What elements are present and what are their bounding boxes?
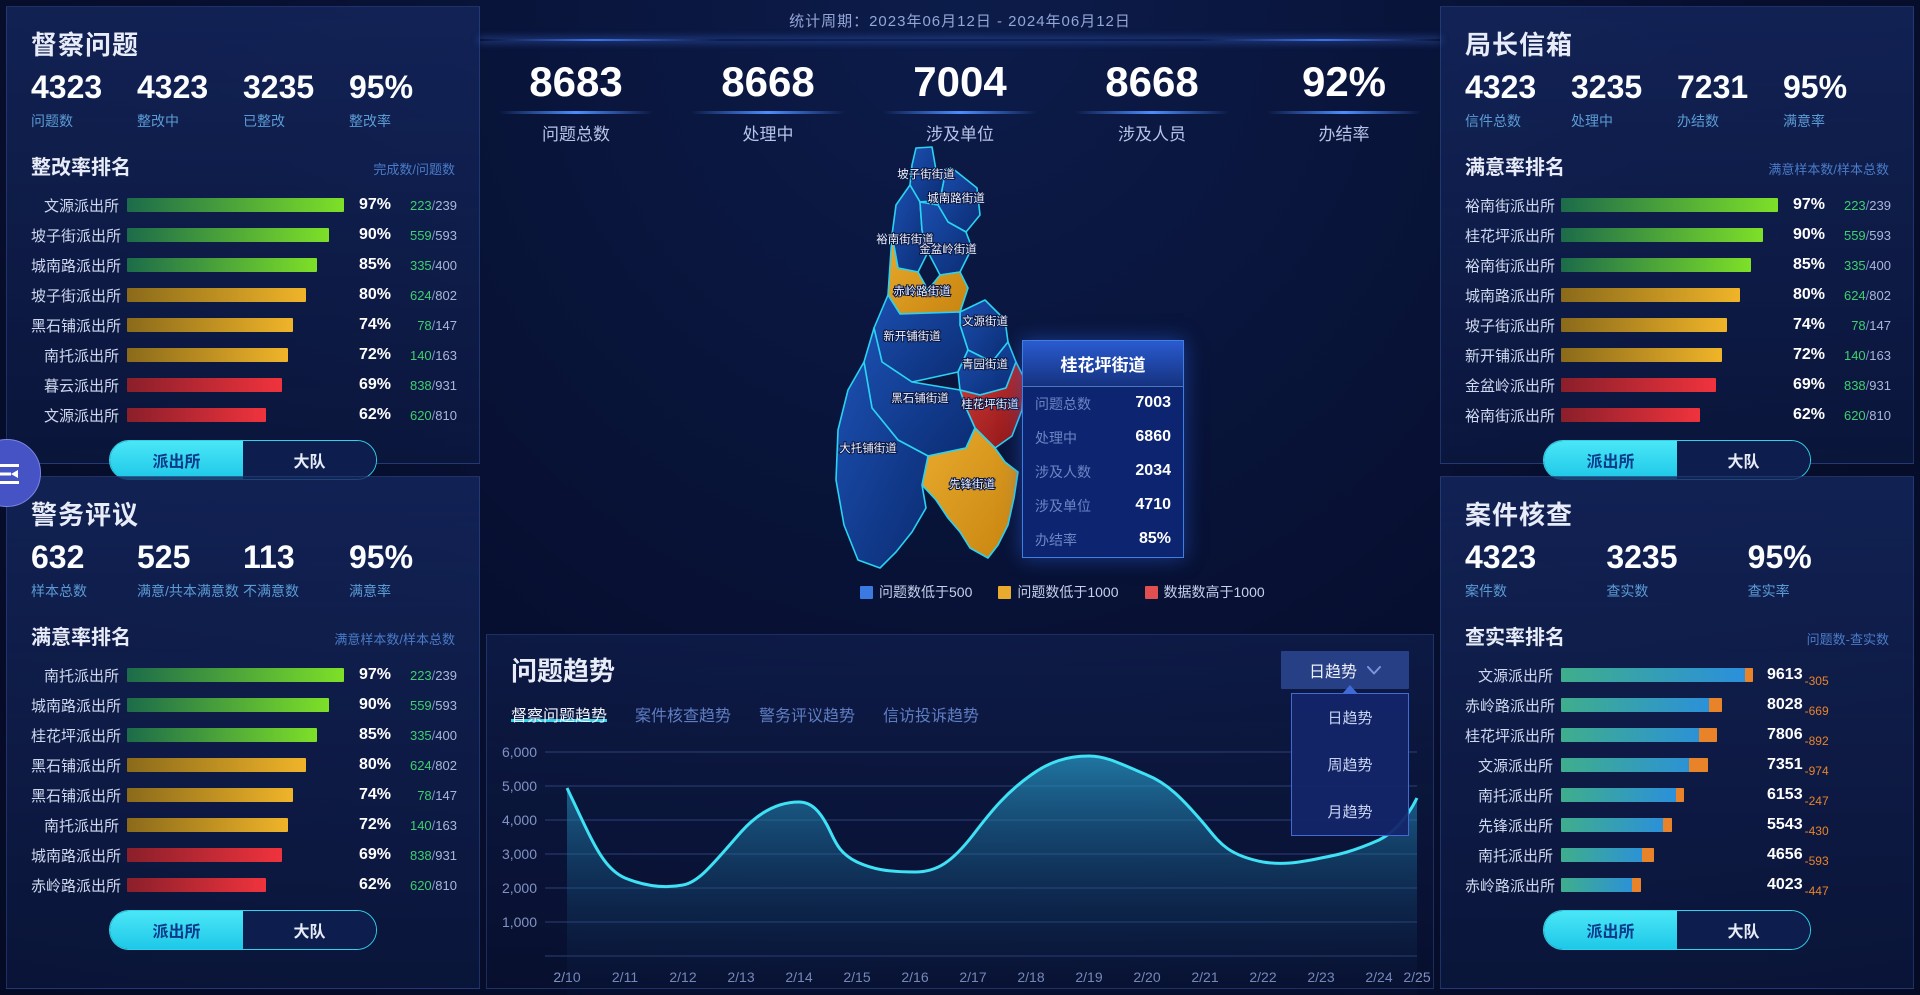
svg-text:黑石铺街道: 黑石铺街道 bbox=[891, 391, 949, 405]
svg-text:6,000: 6,000 bbox=[502, 744, 537, 760]
svg-text:城南路街道: 城南路街道 bbox=[927, 191, 985, 205]
svg-text:先锋街道: 先锋街道 bbox=[949, 477, 995, 491]
svg-text:3,000: 3,000 bbox=[502, 846, 537, 862]
svg-text:青园街道: 青园街道 bbox=[962, 357, 1008, 371]
svg-text:文源街道: 文源街道 bbox=[962, 314, 1008, 328]
svg-text:桂花坪街道: 桂花坪街道 bbox=[961, 397, 1019, 411]
svg-text:1,000: 1,000 bbox=[502, 914, 537, 930]
svg-text:赤岭路街道: 赤岭路街道 bbox=[893, 284, 951, 298]
svg-text:5,000: 5,000 bbox=[502, 778, 537, 794]
svg-text:2,000: 2,000 bbox=[502, 880, 537, 896]
svg-text:金盆岭街道: 金盆岭街道 bbox=[919, 242, 977, 256]
svg-text:新开铺街道: 新开铺街道 bbox=[883, 329, 941, 343]
svg-text:4,000: 4,000 bbox=[502, 812, 537, 828]
svg-text:大托铺街道: 大托铺街道 bbox=[839, 441, 897, 455]
svg-text:坡子街街道: 坡子街街道 bbox=[897, 167, 955, 181]
